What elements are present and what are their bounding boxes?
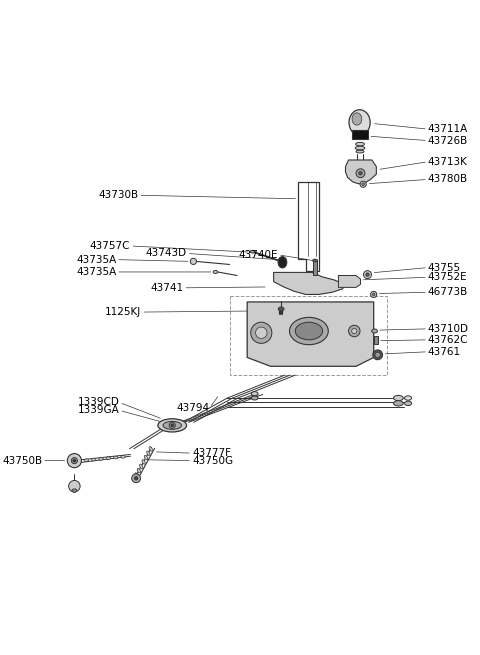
Circle shape [255,327,267,339]
Circle shape [359,172,362,175]
Text: 43762C: 43762C [428,335,468,345]
Ellipse shape [312,259,317,262]
Ellipse shape [250,250,255,253]
Ellipse shape [92,458,96,461]
Circle shape [72,458,77,464]
Circle shape [67,453,82,468]
Ellipse shape [135,473,138,477]
Circle shape [169,422,175,428]
Bar [313,261,317,274]
Text: 43735A: 43735A [76,255,116,265]
Ellipse shape [140,464,143,468]
Circle shape [352,328,357,333]
Text: 1125KJ: 1125KJ [105,307,142,317]
Bar [374,336,378,344]
Ellipse shape [356,142,364,146]
Ellipse shape [158,419,187,432]
Polygon shape [346,160,376,184]
Text: 43757C: 43757C [90,241,131,251]
Text: 43780B: 43780B [428,174,468,185]
Ellipse shape [142,460,145,464]
Text: 46773B: 46773B [428,288,468,297]
Ellipse shape [252,392,258,396]
Ellipse shape [163,421,181,429]
Circle shape [366,273,369,276]
Ellipse shape [278,307,284,311]
Polygon shape [338,276,360,288]
Text: 43740E: 43740E [239,250,278,260]
Text: 43777F: 43777F [192,448,231,458]
Text: 1339GA: 1339GA [78,405,120,415]
Circle shape [69,481,80,492]
Text: 43743D: 43743D [145,248,187,259]
Circle shape [371,291,377,297]
Ellipse shape [113,456,118,459]
Ellipse shape [147,451,150,455]
Circle shape [356,169,365,178]
Circle shape [190,258,196,265]
Bar [352,130,368,139]
Text: 43730B: 43730B [98,190,138,200]
Ellipse shape [72,489,77,493]
Text: 43750G: 43750G [192,456,233,466]
Circle shape [171,424,174,426]
Text: 43710D: 43710D [428,324,469,334]
Ellipse shape [405,396,412,400]
Text: 43761: 43761 [428,346,461,357]
Text: 43755: 43755 [428,263,461,272]
Circle shape [375,352,380,358]
Circle shape [348,326,360,337]
Circle shape [363,271,372,278]
Ellipse shape [372,329,377,333]
Text: 43741: 43741 [150,283,183,293]
Ellipse shape [278,257,287,268]
Ellipse shape [144,455,148,460]
Ellipse shape [349,110,370,136]
Text: 43711A: 43711A [428,124,468,134]
Text: 1339CD: 1339CD [77,398,120,407]
Ellipse shape [252,396,258,400]
Ellipse shape [405,401,412,405]
Ellipse shape [394,396,403,401]
Ellipse shape [121,455,125,458]
Text: 43794: 43794 [177,403,210,413]
Polygon shape [247,302,374,366]
Ellipse shape [289,318,328,345]
Ellipse shape [149,447,152,451]
Ellipse shape [99,458,103,460]
Ellipse shape [213,271,217,274]
Text: 43752E: 43752E [428,272,468,282]
Ellipse shape [355,146,365,150]
Ellipse shape [106,457,110,460]
Polygon shape [274,272,343,295]
Circle shape [372,293,375,296]
Ellipse shape [356,150,364,153]
Ellipse shape [137,468,141,473]
Text: 43735A: 43735A [76,267,116,277]
Ellipse shape [394,401,403,406]
Circle shape [132,474,141,483]
Ellipse shape [295,322,323,340]
Text: 43713K: 43713K [428,157,468,167]
Text: 43750B: 43750B [2,456,42,466]
Circle shape [251,322,272,343]
Circle shape [360,181,366,187]
Circle shape [362,183,364,185]
Circle shape [73,459,76,462]
Circle shape [134,476,138,480]
Ellipse shape [84,459,88,462]
Ellipse shape [352,113,362,125]
Circle shape [373,350,383,360]
Text: 43726B: 43726B [428,136,468,145]
